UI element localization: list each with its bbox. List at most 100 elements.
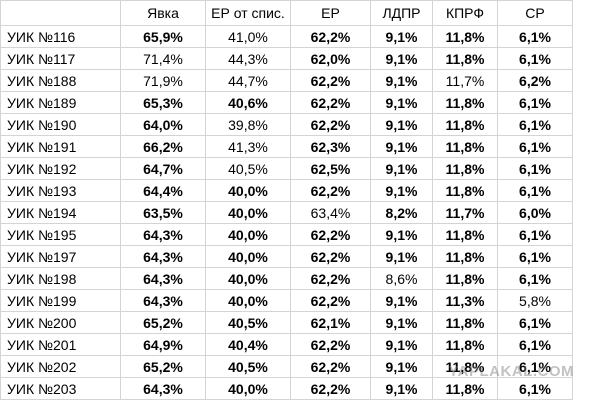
- station-name: УИК №199: [0, 289, 121, 312]
- cell-value: 62,2%: [290, 91, 371, 114]
- cell-value: 65,3%: [120, 91, 206, 114]
- station-name: УИК №194: [0, 201, 121, 224]
- column-header: [0, 0, 121, 26]
- table-row: УИК №198 64,3% 40,0% 62,2% 8,6% 11,8% 6,1%: [0, 267, 573, 290]
- cell-value: 62,2%: [290, 69, 371, 92]
- cell-value: 63,4%: [290, 201, 371, 224]
- cell-value: 6,1%: [497, 179, 573, 202]
- cell-value: 6,1%: [497, 245, 573, 268]
- cell-value: 64,9%: [120, 333, 206, 356]
- cell-value: 40,0%: [205, 377, 291, 400]
- cell-value: 8,6%: [370, 267, 433, 290]
- cell-value: 6,1%: [497, 135, 573, 158]
- cell-value: 64,3%: [120, 245, 206, 268]
- cell-value: 9,1%: [370, 135, 433, 158]
- cell-value: 40,5%: [205, 157, 291, 180]
- cell-value: 9,1%: [370, 47, 433, 70]
- cell-value: 11,8%: [432, 223, 498, 246]
- cell-value: 9,1%: [370, 69, 433, 92]
- cell-value: 9,1%: [370, 113, 433, 136]
- cell-value: 64,7%: [120, 157, 206, 180]
- cell-value: 62,5%: [290, 157, 371, 180]
- cell-value: 9,1%: [370, 377, 433, 400]
- column-header: КПРФ: [432, 0, 498, 26]
- cell-value: 62,2%: [290, 267, 371, 290]
- table-row: УИК №116 65,9% 41,0% 62,2% 9,1% 11,8% 6,1%: [0, 25, 573, 48]
- results-table: Явка ЕР от спис. ЕР ЛДПР КПРФ СР УИК №116 65,9…: [0, 0, 573, 400]
- cell-value: 62,2%: [290, 289, 371, 312]
- table-row: УИК №117 71,4% 44,3% 62,0% 9,1% 11,8% 6,1%: [0, 47, 573, 70]
- cell-value: 9,1%: [370, 223, 433, 246]
- cell-value: 6,1%: [497, 311, 573, 334]
- station-name: УИК №188: [0, 69, 121, 92]
- column-header: СР: [497, 0, 573, 26]
- cell-value: 11,8%: [432, 157, 498, 180]
- cell-value: 6,1%: [497, 267, 573, 290]
- cell-value: 9,1%: [370, 311, 433, 334]
- cell-value: 62,2%: [290, 223, 371, 246]
- cell-value: 64,3%: [120, 377, 206, 400]
- cell-value: 11,8%: [432, 311, 498, 334]
- cell-value: 40,0%: [205, 201, 291, 224]
- cell-value: 64,4%: [120, 179, 206, 202]
- header-row: Явка ЕР от спис. ЕР ЛДПР КПРФ СР: [0, 0, 573, 26]
- cell-value: 44,7%: [205, 69, 291, 92]
- cell-value: 65,9%: [120, 25, 206, 48]
- table-row: УИК №193 64,4% 40,0% 62,2% 9,1% 11,8% 6,1%: [0, 179, 573, 202]
- station-name: УИК №200: [0, 311, 121, 334]
- cell-value: 6,1%: [497, 223, 573, 246]
- cell-value: 62,2%: [290, 179, 371, 202]
- cell-value: 11,8%: [432, 47, 498, 70]
- cell-value: 9,1%: [370, 25, 433, 48]
- station-name: УИК №116: [0, 25, 121, 48]
- cell-value: 62,2%: [290, 333, 371, 356]
- cell-value: 9,1%: [370, 333, 433, 356]
- table-row: УИК №191 66,2% 41,3% 62,3% 9,1% 11,8% 6,1%: [0, 135, 573, 158]
- cell-value: 65,2%: [120, 355, 206, 378]
- cell-value: 11,8%: [432, 333, 498, 356]
- table-row: УИК №201 64,9% 40,4% 62,2% 9,1% 11,8% 6,1%: [0, 333, 573, 356]
- cell-value: 6,2%: [497, 69, 573, 92]
- cell-value: 63,5%: [120, 201, 206, 224]
- cell-value: 40,0%: [205, 223, 291, 246]
- station-name: УИК №201: [0, 333, 121, 356]
- cell-value: 9,1%: [370, 179, 433, 202]
- cell-value: 66,2%: [120, 135, 206, 158]
- station-name: УИК №195: [0, 223, 121, 246]
- station-name: УИК №190: [0, 113, 121, 136]
- table-row: УИК №194 63,5% 40,0% 63,4% 8,2% 11,7% 6,0%: [0, 201, 573, 224]
- cell-value: 62,2%: [290, 25, 371, 48]
- cell-value: 9,1%: [370, 91, 433, 114]
- cell-value: 40,0%: [205, 245, 291, 268]
- cell-value: 41,3%: [205, 135, 291, 158]
- cell-value: 8,2%: [370, 201, 433, 224]
- cell-value: 9,1%: [370, 245, 433, 268]
- cell-value: 11,8%: [432, 135, 498, 158]
- station-name: УИК №117: [0, 47, 121, 70]
- table-row: УИК №188 71,9% 44,7% 62,2% 9,1% 11,7% 6,2%: [0, 69, 573, 92]
- cell-value: 39,8%: [205, 113, 291, 136]
- cell-value: 64,0%: [120, 113, 206, 136]
- cell-value: 11,8%: [432, 113, 498, 136]
- cell-value: 11,8%: [432, 179, 498, 202]
- table-row: УИК №202 65,2% 40,5% 62,2% 9,1% 11,8% 6,1%: [0, 355, 573, 378]
- table-row: УИК №192 64,7% 40,5% 62,5% 9,1% 11,8% 6,1%: [0, 157, 573, 180]
- cell-value: 11,8%: [432, 267, 498, 290]
- cell-value: 62,2%: [290, 355, 371, 378]
- cell-value: 6,1%: [497, 157, 573, 180]
- cell-value: 9,1%: [370, 289, 433, 312]
- cell-value: 40,0%: [205, 179, 291, 202]
- table-row: УИК №199 64,3% 40,0% 62,2% 9,1% 11,3% 5,8%: [0, 289, 573, 312]
- cell-value: 44,3%: [205, 47, 291, 70]
- column-header: ЕР: [290, 0, 371, 26]
- table-row: УИК №203 64,3% 40,0% 62,2% 9,1% 11,8% 6,1%: [0, 377, 573, 400]
- station-name: УИК №197: [0, 245, 121, 268]
- table-row: УИК №195 64,3% 40,0% 62,2% 9,1% 11,8% 6,1%: [0, 223, 573, 246]
- station-name: УИК №191: [0, 135, 121, 158]
- table-row: УИК №190 64,0% 39,8% 62,2% 9,1% 11,8% 6,1%: [0, 113, 573, 136]
- cell-value: 41,0%: [205, 25, 291, 48]
- station-name: УИК №192: [0, 157, 121, 180]
- cell-value: 64,3%: [120, 223, 206, 246]
- cell-value: 5,8%: [497, 289, 573, 312]
- cell-value: 9,1%: [370, 157, 433, 180]
